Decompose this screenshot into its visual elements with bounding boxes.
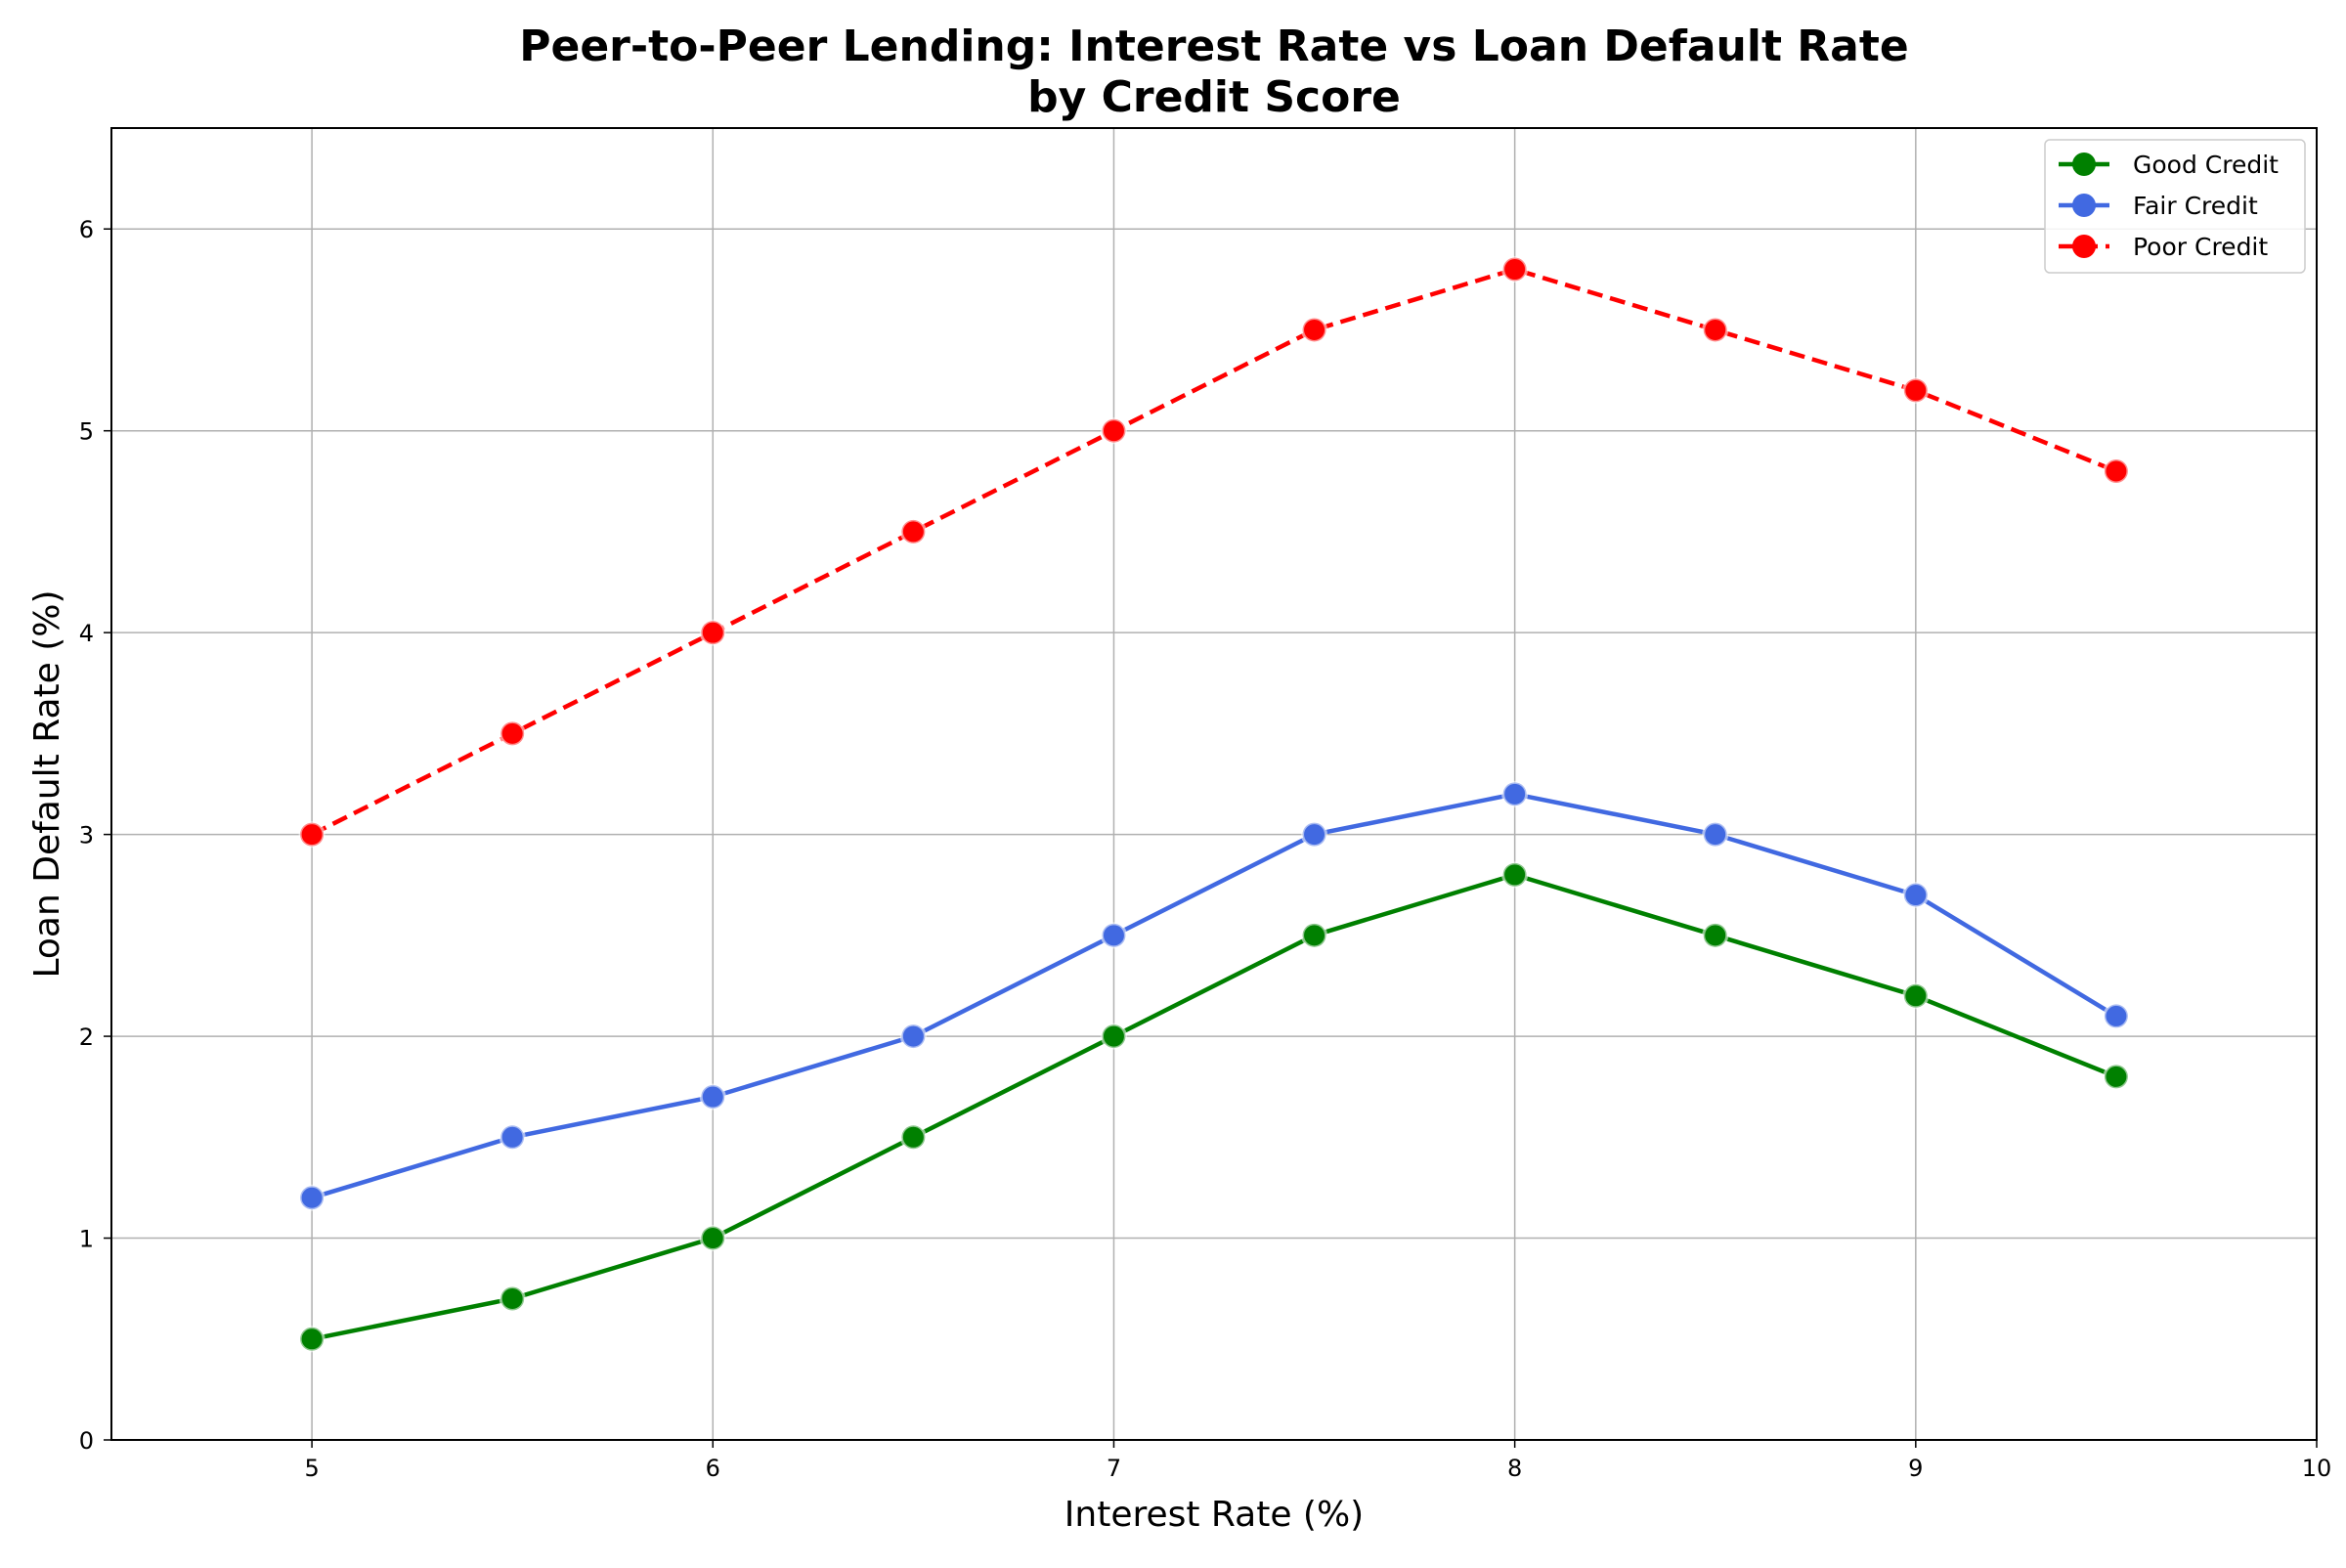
- y-tick-label: 5: [79, 418, 94, 446]
- good-credit-point: [298, 1326, 326, 1353]
- chart-title-line-1: Peer-to-Peer Lending: Interest Rate vs L…: [519, 22, 1909, 71]
- poor-credit-point: [1902, 376, 1930, 404]
- good-credit-series: [298, 861, 2130, 1353]
- x-tick-label: 9: [1908, 1455, 1923, 1482]
- x-tick-label: 5: [304, 1455, 319, 1482]
- axis-ticks: 5 6 7 8 9 10 0 1 2 3 4 5 6: [79, 216, 2332, 1482]
- y-axis-label: Loan Default Rate (%): [27, 589, 67, 978]
- fair-credit-line: [311, 792, 2118, 1200]
- poor-credit-point: [1301, 316, 1328, 343]
- series-layer: [298, 256, 2130, 1353]
- legend: Good Credit Fair Credit Poor Credit: [2044, 139, 2306, 274]
- y-tick-label: 4: [79, 620, 94, 647]
- chart-title-line-2: by Credit Score: [1027, 72, 1401, 122]
- legend-entry-poor-credit: Poor Credit: [2059, 233, 2268, 261]
- x-tick-label: 10: [2302, 1455, 2332, 1482]
- fair-credit-point: [1301, 821, 1328, 849]
- legend-entry-good-credit: Good Credit: [2059, 151, 2279, 179]
- plot-frame: [110, 127, 2318, 1441]
- good-credit-point: [1702, 922, 1729, 949]
- poor-credit-point: [2103, 457, 2130, 485]
- good-credit-point: [1100, 1023, 1127, 1050]
- fair-credit-point: [499, 1123, 526, 1151]
- y-tick-label: 1: [79, 1226, 94, 1253]
- poor-credit-point: [298, 821, 326, 849]
- x-tick-label: 8: [1507, 1455, 1522, 1482]
- fair-credit-point: [899, 1023, 927, 1050]
- y-tick-label: 3: [79, 822, 94, 849]
- fair-credit-point: [1100, 922, 1127, 949]
- poor-credit-point: [699, 619, 726, 646]
- good-credit-point: [1902, 982, 1930, 1010]
- legend-box: [2044, 139, 2306, 274]
- good-credit-point: [699, 1225, 726, 1252]
- poor-credit-point: [1100, 417, 1127, 445]
- poor-credit-line: [311, 267, 2117, 837]
- poor-credit-point: [899, 518, 927, 545]
- fair-credit-point: [1702, 821, 1729, 849]
- good-credit-point: [1501, 861, 1529, 889]
- x-tick-label: 6: [706, 1455, 720, 1482]
- legend-label: Poor Credit: [2133, 233, 2268, 261]
- good-credit-point: [1301, 922, 1328, 949]
- poor-credit-series: [298, 256, 2130, 849]
- poor-credit-point: [1702, 316, 1729, 343]
- good-credit-point: [899, 1123, 927, 1151]
- fair-credit-series: [298, 780, 2130, 1211]
- legend-marker-swatch: [2072, 152, 2096, 176]
- good-credit-point: [499, 1285, 526, 1312]
- poor-credit-point: [499, 719, 526, 747]
- legend-marker-swatch: [2072, 235, 2096, 258]
- y-tick-label: 2: [79, 1024, 94, 1051]
- fair-credit-point: [298, 1184, 326, 1211]
- x-axis-label: Interest Rate (%): [1064, 1495, 1364, 1535]
- y-tick-label: 0: [79, 1427, 94, 1455]
- legend-entry-fair-credit: Fair Credit: [2059, 192, 2258, 220]
- y-tick-label: 6: [79, 216, 94, 243]
- poor-credit-point: [1501, 256, 1529, 283]
- legend-label: Fair Credit: [2133, 192, 2258, 220]
- fair-credit-point: [1902, 882, 1930, 909]
- good-credit-line: [311, 872, 2117, 1342]
- fair-credit-point: [1501, 780, 1529, 807]
- fair-credit-point: [2103, 1002, 2130, 1029]
- fair-credit-point: [699, 1083, 726, 1111]
- good-credit-point: [2103, 1063, 2130, 1090]
- legend-label: Good Credit: [2133, 151, 2279, 179]
- x-tick-label: 7: [1107, 1455, 1121, 1482]
- legend-marker-swatch: [2072, 194, 2096, 217]
